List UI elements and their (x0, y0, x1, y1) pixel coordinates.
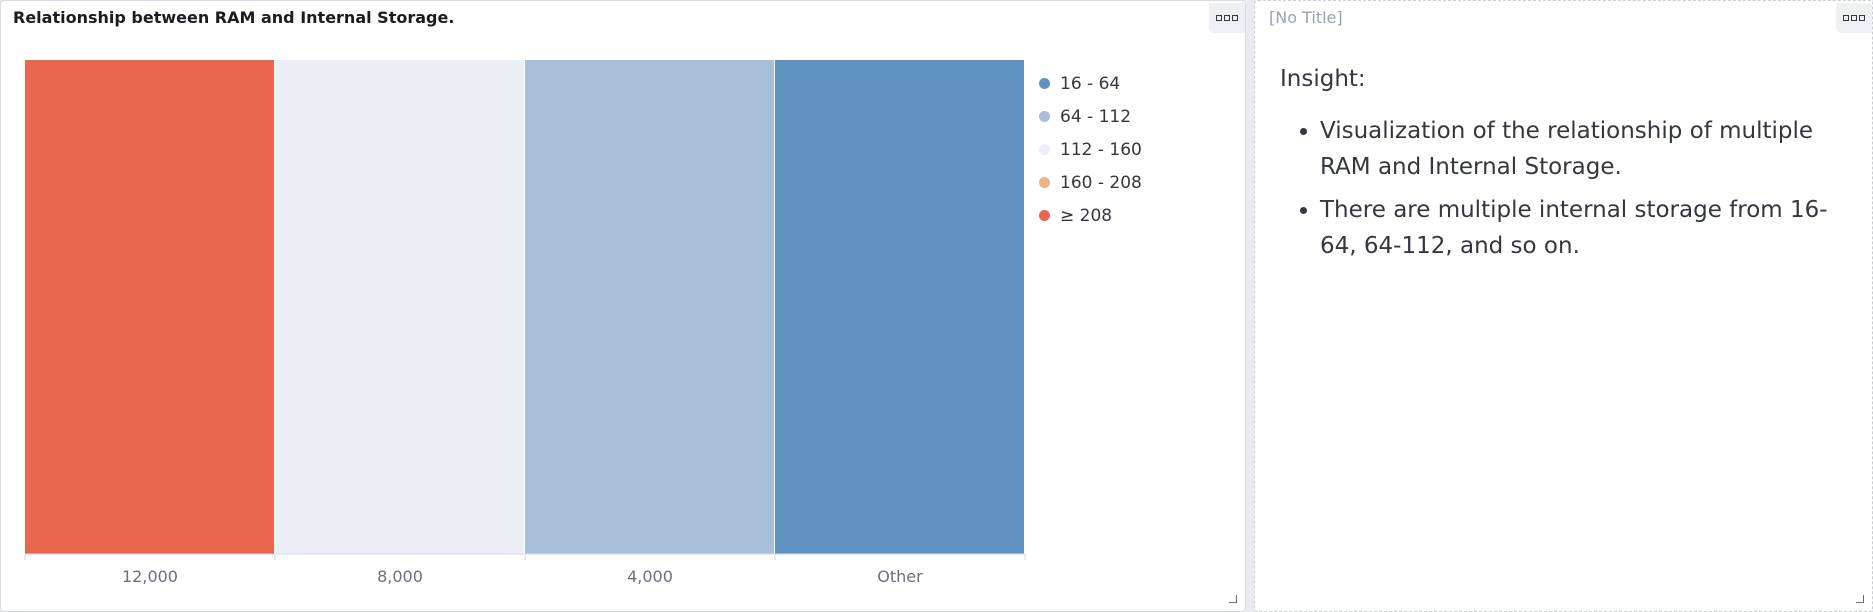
options-dot-icon (1216, 15, 1222, 21)
insight-list: Visualization of the relationship of mul… (1280, 113, 1842, 264)
legend-dot-icon (1039, 144, 1050, 155)
bar[interactable] (525, 60, 774, 554)
chart-panel: Relationship between RAM and Internal St… (0, 0, 1246, 612)
panel-options-button[interactable] (1209, 3, 1245, 33)
legend-dot-icon (1039, 111, 1050, 122)
legend-item[interactable]: 16 - 64 (1039, 67, 1142, 100)
legend-label: 112 - 160 (1060, 139, 1142, 160)
resize-handle-icon[interactable] (1229, 595, 1237, 603)
options-dot-icon (1843, 15, 1849, 21)
legend-dot-icon (1039, 210, 1050, 221)
insight-bullet: Visualization of the relationship of mul… (1320, 113, 1842, 185)
bar[interactable] (25, 60, 274, 554)
bar-chart: 12,000 8,000 4,000 Other (24, 60, 1026, 586)
legend-item[interactable]: 112 - 160 (1039, 133, 1142, 166)
resize-handle-icon[interactable] (1856, 595, 1864, 603)
legend-dot-icon (1039, 78, 1050, 89)
x-tick-label: Other (877, 567, 923, 586)
insight-markdown: Insight: Visualization of the relationsh… (1280, 61, 1842, 271)
insight-heading: Insight: (1280, 66, 1366, 92)
chart-legend: 16 - 64 64 - 112 112 - 160 160 - 208 ≥ 208 (1039, 67, 1142, 232)
options-dot-icon (1851, 15, 1857, 21)
x-tick-label: 8,000 (377, 567, 423, 586)
bar[interactable] (275, 60, 524, 554)
insight-bullet: There are multiple internal storage from… (1320, 192, 1842, 264)
panel-title: Relationship between RAM and Internal St… (13, 8, 455, 27)
legend-label: ≥ 208 (1060, 205, 1113, 226)
legend-label: 160 - 208 (1060, 172, 1142, 193)
legend-dot-icon (1039, 177, 1050, 188)
legend-label: 64 - 112 (1060, 106, 1132, 127)
options-dot-icon (1232, 15, 1238, 21)
options-dot-icon (1224, 15, 1230, 21)
bar[interactable] (775, 60, 1024, 554)
x-tick-label: 12,000 (122, 567, 178, 586)
legend-item[interactable]: 64 - 112 (1039, 100, 1142, 133)
legend-item[interactable]: 160 - 208 (1039, 166, 1142, 199)
options-dot-icon (1859, 15, 1865, 21)
panel-title: [No Title] (1269, 8, 1343, 27)
legend-item[interactable]: ≥ 208 (1039, 199, 1142, 232)
insight-panel: [No Title] Insight: Visualization of the… (1254, 0, 1873, 612)
x-tick-label: 4,000 (627, 567, 673, 586)
legend-label: 16 - 64 (1060, 73, 1121, 94)
panel-options-button[interactable] (1836, 3, 1872, 33)
